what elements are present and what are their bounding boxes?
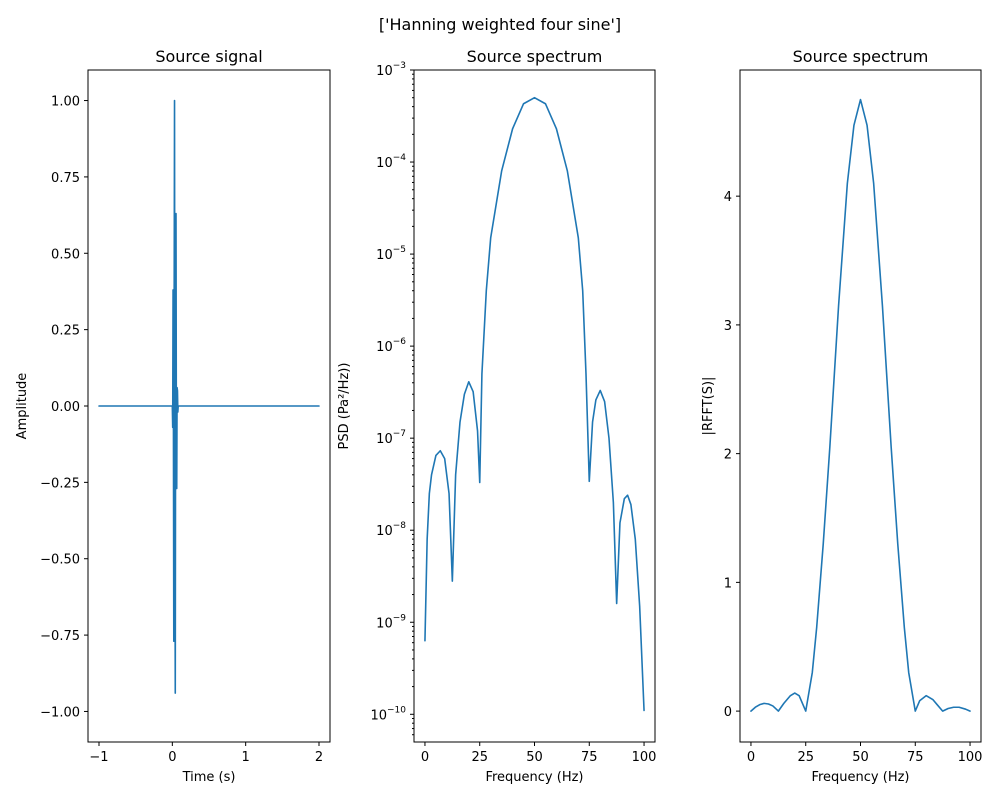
y-tick-label: 0 [724,705,732,720]
x-tick-label: 2 [315,750,323,765]
x-axis-label: Frequency (Hz) [485,770,583,785]
series-line [424,96,645,712]
x-axis-label: Frequency (Hz) [811,770,909,785]
plot-frame [739,69,982,743]
x-tick-label: 100 [632,750,657,765]
y-tick-label: 0.75 [51,171,80,186]
panel-psd-spectrum: Source spectrum 0 25 50 75 100 10−10 10−9 10−8 10… [337,47,656,785]
x-tick-label: 75 [581,750,598,765]
y-tick-label: 10−6 [376,337,406,355]
y-tick-label: 10−10 [370,705,406,723]
y-tick-label: −0.75 [40,629,80,644]
y-tick-label: 0.50 [51,247,80,262]
x-tick-label: −1 [89,750,108,765]
y-tick-label: 10−3 [376,61,406,79]
y-tick-label: 10−8 [376,521,406,539]
y-tick-label: 4 [724,190,732,205]
y-tick-label: 1 [724,576,732,591]
x-tick-label: 0 [168,750,176,765]
chart-title: Source spectrum [467,47,603,66]
y-tick-label: −0.50 [40,553,80,568]
y-tick-label: 10−4 [376,153,406,171]
x-tick-label: 0 [421,750,429,765]
x-tick-label: 1 [242,750,250,765]
x-tick-label: 25 [471,750,488,765]
series-line [98,99,320,694]
chart-title: Source signal [155,47,262,66]
y-tick-label: 10−9 [376,613,406,631]
figure-title: ['Hanning weighted four sine'] [379,15,621,34]
y-tick-label: −1.00 [40,705,80,720]
chart-title: Source spectrum [793,47,929,66]
x-tick-label: 0 [747,750,755,765]
y-tick-label: 2 [724,448,732,463]
y-tick-label: 0.00 [51,400,80,415]
x-tick-label: 75 [907,750,924,765]
y-tick-label: 10−5 [376,245,406,263]
panel-rfft-spectrum: Source spectrum 0 25 50 75 100 0 1 2 3 4 Frequency … [701,47,982,785]
y-tick-label: 10−7 [376,429,406,447]
plot-frame [413,69,656,743]
series-line [750,98,971,712]
x-tick-label: 100 [958,750,983,765]
y-tick-label: 3 [724,319,732,334]
x-tick-label: 50 [526,750,543,765]
y-tick-label: −0.25 [40,476,80,491]
y-tick-label: 1.00 [51,95,80,110]
y-axis-label: Amplitude [15,373,30,440]
x-tick-label: 25 [797,750,814,765]
panel-source-signal: Source signal −1 0 1 2 −1.00 −0.75 −0.50 −0.25 0.… [15,47,331,785]
y-axis-label: PSD (Pa²/Hz)) [337,363,352,450]
y-axis-label: |RFFT(S)| [701,377,716,436]
y-tick-label: 0.25 [51,324,80,339]
x-tick-label: 50 [852,750,869,765]
x-axis-label: Time (s) [182,770,236,785]
